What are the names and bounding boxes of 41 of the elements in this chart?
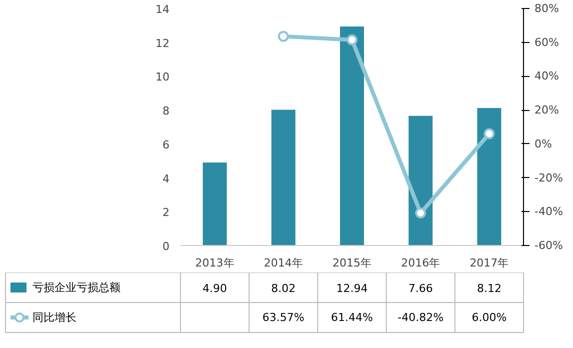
bar [408,116,433,246]
bar [477,108,502,246]
bar [340,26,364,246]
y2-tick-label: 60% [534,36,559,49]
x-tick-label: 2014年 [264,256,303,270]
x-tick-label: 2017年 [470,256,509,270]
point [415,208,426,219]
point [484,128,495,140]
y2-tick-label: 40% [534,70,559,83]
legend-label: 亏损企业亏损总额 [32,281,120,294]
data-label: -40.82% [398,311,444,324]
y2-tick-label: 0% [534,137,552,150]
point [346,34,358,46]
y-tick-label: 0 [162,240,170,253]
data-label: 7.66 [408,282,433,295]
point [278,30,289,42]
y-tick-label: 10 [156,70,170,84]
data-label: 4.90 [202,282,228,295]
y-tick-label: 14 [156,3,170,16]
y-tick-label: 12 [156,36,170,50]
bar [202,162,227,246]
y2-tick-label: -60% [534,239,563,252]
data-label: 8.12 [476,282,502,295]
x-tick-label: 2015年 [332,256,372,270]
x-tick-label: 2013年 [195,256,234,270]
legend-label: 同比增长 [32,311,76,324]
bar [271,110,296,246]
data-label: 61.44% [331,311,373,324]
y2-tick-label: 80% [534,2,559,15]
y-tick-label: 6 [162,138,170,152]
data-label: 12.94 [336,282,368,295]
y-tick-label: 8 [162,104,170,118]
data-label: 63.57% [262,311,304,324]
y2-tick-label: -20% [534,171,563,184]
data-label: 8.02 [271,282,296,295]
y-tick-label: 4 [162,172,170,186]
data-label: 6.00% [472,311,507,324]
y-tick-label: 2 [162,206,170,220]
y2-tick-label: 20% [534,104,559,117]
x-tick-label: 2016年 [401,256,440,270]
y2-tick-label: -40% [534,205,563,218]
